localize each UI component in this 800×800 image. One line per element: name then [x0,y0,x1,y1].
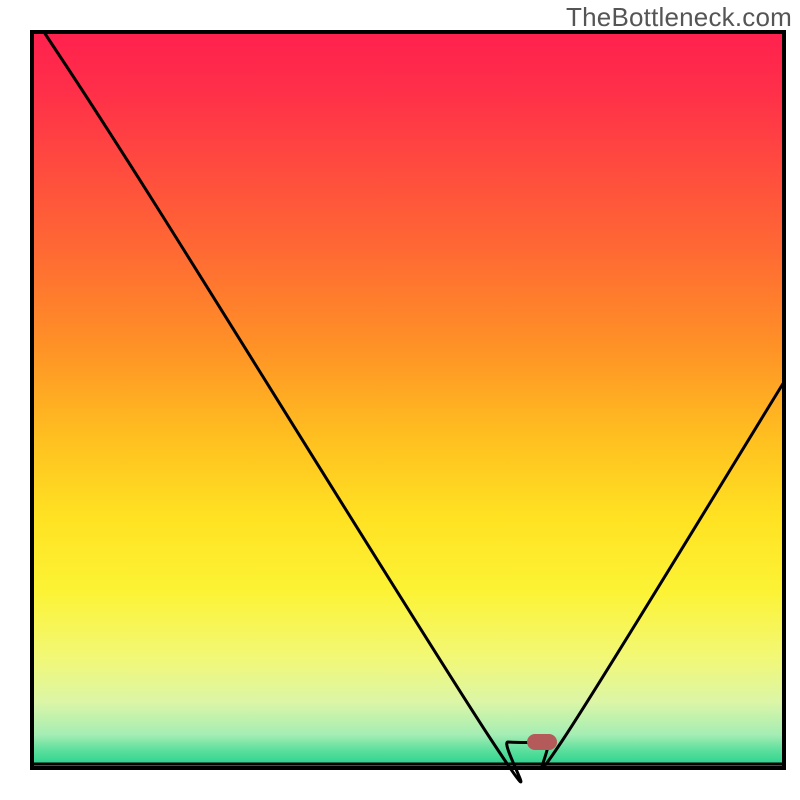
min-marker [527,734,557,750]
chart-root: TheBottleneck.com [0,0,800,800]
bottleneck-chart [0,0,800,800]
plot-background [32,32,784,768]
